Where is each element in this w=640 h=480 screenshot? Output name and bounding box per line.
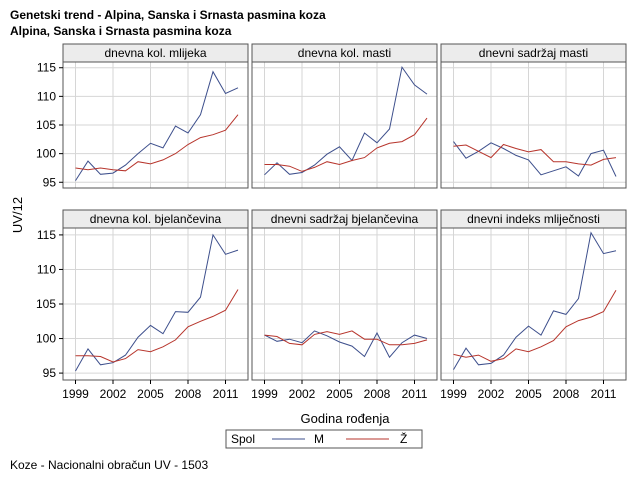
x-tick-label: 2008 [553, 387, 580, 401]
panel-title: dnevni indeks mliječnosti [467, 212, 600, 226]
x-tick-label: 2002 [289, 387, 316, 401]
y-tick-label: 110 [37, 262, 56, 276]
x-tick-label: 2005 [137, 387, 164, 401]
panel-title: dnevna kol. mlijeka [104, 46, 206, 60]
x-tick-label: 2005 [326, 387, 353, 401]
x-tick-label: 2002 [478, 387, 505, 401]
panel-title: dnevna kol. bjelančevina [90, 212, 222, 226]
series-line-m [75, 233, 239, 372]
y-tick-label: 100 [36, 332, 56, 346]
x-tick-label: 1999 [251, 387, 278, 401]
panels-layer: dnevna kol. mlijeka95100105110115dnevna … [36, 43, 627, 401]
x-tick-label: 2005 [515, 387, 542, 401]
y-axis-label: UV/12 [10, 197, 25, 233]
series-line-z [75, 289, 239, 363]
series-line-m [264, 65, 428, 176]
footer-note: Koze - Nacionalni obračun UV - 1503 [10, 458, 209, 472]
panel-2: dnevna kol. masti [251, 43, 438, 189]
panel-5: dnevni sadržaj bjelančevina 1999 2002 2005 2… [251, 209, 438, 401]
y-tick-label: 110 [37, 89, 56, 103]
x-tick-label: 2008 [364, 387, 391, 401]
legend-box [225, 429, 423, 449]
y-tick-label: 105 [36, 297, 56, 311]
chart-title: Genetski trend - Alpina, Sanska i Srnast… [10, 8, 326, 22]
panel-3: dnevni sadržaj masti [440, 43, 627, 189]
series-line-z [75, 114, 239, 172]
panel-frame [440, 227, 627, 381]
legend-label-z: Ž [400, 431, 407, 446]
panel-6: dnevni indeks mliječnosti 1999 2002 2005 200… [440, 209, 627, 401]
y-tick-label: 115 [37, 61, 56, 75]
panel-frame [440, 61, 627, 189]
panel-title: dnevna kol. masti [298, 46, 391, 60]
series-line-m [264, 330, 428, 359]
y-tick-label: 115 [37, 228, 56, 242]
y-tick-label: 95 [43, 175, 57, 189]
panel-title: dnevni sadržaj masti [479, 46, 588, 60]
panel-frame [251, 61, 438, 189]
series-line-m [75, 70, 239, 181]
legend-title: Spol [231, 432, 255, 446]
y-tick-label: 105 [36, 118, 56, 132]
x-tick-label: 2011 [402, 387, 428, 401]
panel-title: dnevni sadržaj bjelančevina [271, 212, 419, 226]
series-line-z [453, 289, 617, 362]
y-tick-label: 100 [36, 147, 56, 161]
legend-label-m: M [314, 432, 324, 446]
x-tick-label: 2011 [591, 387, 617, 401]
x-tick-label: 1999 [62, 387, 89, 401]
series-line-z [453, 143, 617, 166]
x-tick-label: 2011 [213, 387, 239, 401]
y-tick-label: 95 [43, 366, 57, 380]
panel-1: dnevna kol. mlijeka 95 100 105 110 115 [36, 43, 249, 189]
series-line-m [453, 141, 617, 177]
x-tick-label: 2002 [100, 387, 127, 401]
panel-frame [251, 227, 438, 381]
x-tick-label: 2008 [175, 387, 202, 401]
legend: Spol M Ž [225, 429, 423, 449]
x-axis-label: Godina rođenja [301, 411, 391, 426]
x-tick-label: 1999 [440, 387, 467, 401]
panel-4: dnevna kol. bjelančevina 95 100 105 110 115 19… [36, 209, 249, 401]
series-line-z [264, 117, 428, 172]
chart-subtitle: Alpina, Sanska i Srnasta pasmina koza [10, 24, 232, 38]
series-line-m [453, 231, 617, 370]
series-line-z [264, 330, 428, 346]
